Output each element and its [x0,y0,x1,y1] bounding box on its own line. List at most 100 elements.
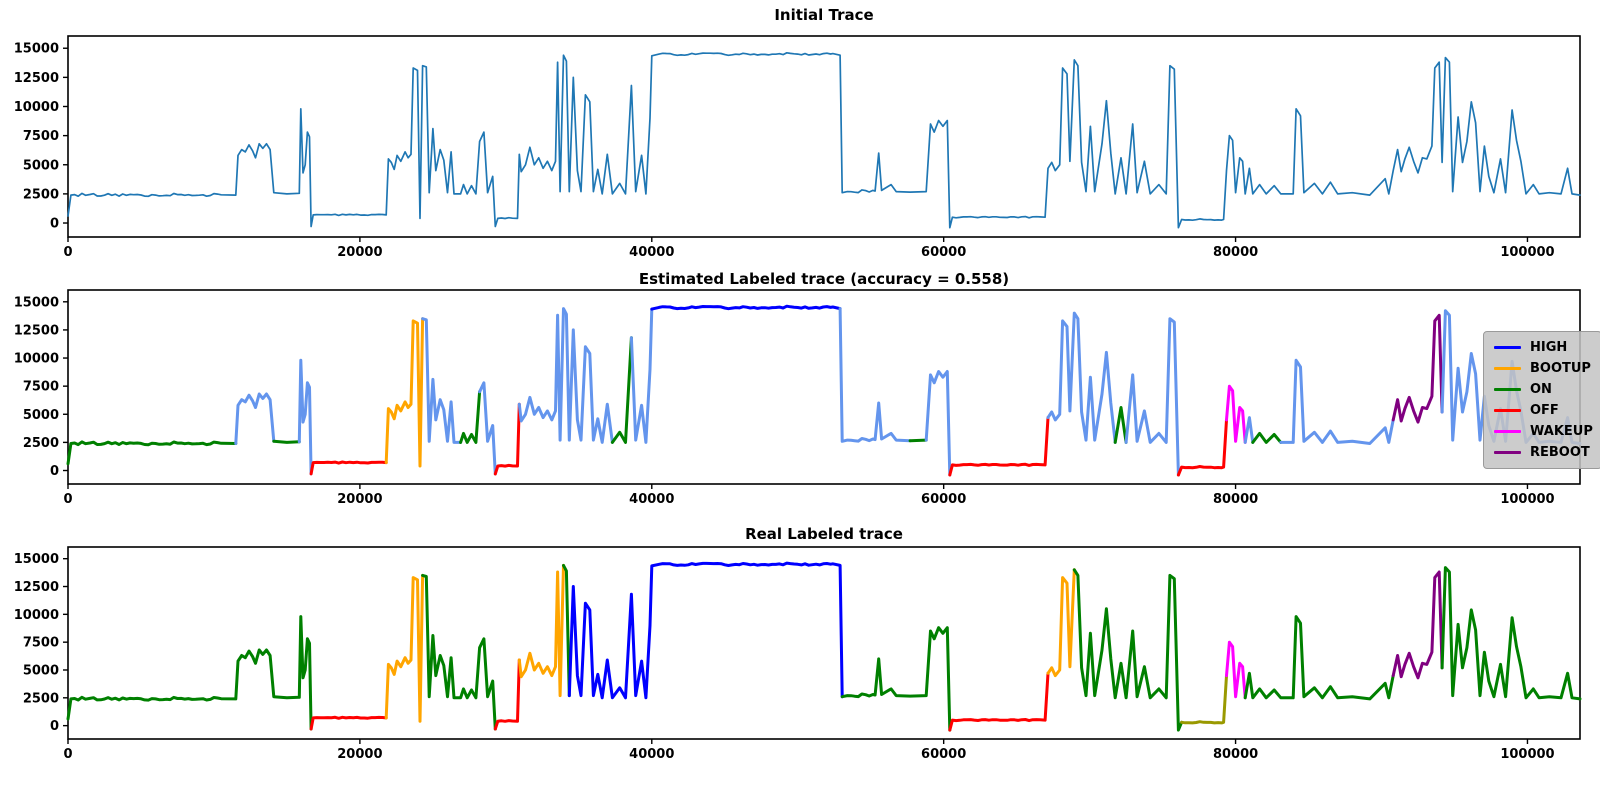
trace-segment-unknown [1243,416,1255,444]
trace-segment-unknown [838,307,912,443]
y-tick-label: 10000 [14,608,59,623]
x-tick-label: 100000 [1500,747,1554,762]
y-tick-label: 7500 [23,380,59,395]
trace-segment-on [840,626,952,732]
x-tick-label: 40000 [629,492,674,507]
y-tick-label: 0 [50,217,59,232]
legend-label: BOOTUP [1530,361,1591,376]
y-tick-label: 0 [50,719,59,734]
y-tick-label: 15000 [14,42,59,57]
trace-segment-unknown [1279,358,1395,445]
x-tick-label: 60000 [921,492,966,507]
trace-segment-off [493,402,521,476]
y-tick-label: 5000 [23,158,59,173]
trace-segment-off [493,658,521,731]
legend-label: REBOOT [1530,445,1590,460]
legend-item-bootup: BOOTUP [1494,360,1591,377]
trace-segment-wakeup [1225,384,1247,444]
trace-segment-unknown [924,370,952,477]
chart-title-real-labeled-trace: Real Labeled trace [745,525,903,543]
trace-segment-on [421,573,497,731]
trace-segment-unknown [421,317,463,444]
x-tick-label: 80000 [1213,747,1258,762]
trace-segment-on [1243,615,1395,701]
y-tick-label: 12500 [14,71,59,86]
legend-item-reboot: REBOOT [1494,444,1591,461]
trace-segment-unknown [629,307,654,444]
legend-swatch-off [1494,409,1521,412]
trace-segment-bootup [384,573,425,723]
y-tick-label: 10000 [14,352,59,367]
trace-segment-off [309,460,388,476]
x-tick-label: 40000 [629,747,674,762]
plot-spines [67,35,1581,238]
trace-segment-reboot [1391,313,1444,424]
y-tick-label: 15000 [14,295,59,310]
x-tick-label: 40000 [629,245,674,260]
x-tick-label: 80000 [1213,245,1258,260]
trace-segment-bootup [384,317,425,468]
trace-segment-unknown [1124,317,1180,477]
trace-segment-on [610,336,633,444]
trace-segment-on [562,563,571,698]
x-tick-label: 60000 [921,747,966,762]
x-tick-label: 0 [63,747,72,762]
plot-spines [67,546,1581,740]
chart-title-estimated-labeled-trace: Estimated Labeled trace (accuracy = 0.55… [638,270,1010,288]
trace-segment-unknown [234,392,276,445]
x-tick-label: 80000 [1213,492,1258,507]
real-labeled-trace-plot: 0 20000 40000 60000 80000 100000 0 2500 5000 7500… [14,546,1582,762]
legend-item-high: HIGH [1494,339,1591,356]
x-tick-label: 20000 [337,747,382,762]
chart-initial-trace: Initial Trace 0 20000 40000 60000 80000 10000… [0,0,1600,265]
plot-spines [67,289,1581,485]
trace-segment-trace [67,51,1581,229]
y-tick-label: 15000 [14,552,59,567]
trace-segment-wakeup [1225,640,1247,700]
legend-swatch-bootup [1494,367,1521,370]
x-tick-label: 60000 [921,245,966,260]
x-tick-label: 20000 [337,245,382,260]
trace-segment-on [1440,566,1582,701]
legend-label: WAKEUP [1530,424,1593,439]
trace-segment-bootup [517,563,565,698]
legend-swatch-reboot [1494,451,1521,454]
legend-swatch-high [1494,346,1521,349]
y-tick-label: 2500 [23,187,59,202]
trace-segment-on [1072,568,1184,732]
legend-label: HIGH [1530,340,1568,355]
trace-segment-high [650,304,842,311]
trace-segment-bootup [1046,568,1076,678]
trace-segment-unknown [1046,311,1117,444]
legend-item-off: OFF [1494,402,1591,419]
y-tick-label: 0 [50,464,59,479]
legend-swatch-on [1494,388,1521,391]
trace-segment-off [948,671,1050,732]
trace-segment-on [66,440,238,466]
y-tick-label: 10000 [14,100,59,115]
trace-segment-reboot [1391,570,1444,680]
x-tick-label: 100000 [1500,492,1554,507]
estimated-labeled-trace-plot: 0 20000 40000 60000 80000 100000 0 2500 5000 7500… [14,289,1582,507]
trace-segment-unknown [517,307,614,444]
trace-segment-off [948,416,1050,477]
y-tick-label: 2500 [23,436,59,451]
y-tick-label: 12500 [14,323,59,338]
legend-label: ON [1530,382,1552,397]
trace-segment-off [1176,418,1228,477]
x-tick-label: 0 [63,245,72,260]
trace-segment-on [908,438,928,443]
y-tick-label: 7500 [23,636,59,651]
trace-segment-on [459,390,482,444]
x-tick-label: 100000 [1500,245,1554,260]
y-tick-label: 5000 [23,408,59,423]
chart-title-initial-trace: Initial Trace [774,6,874,24]
trace-segment-on [272,439,301,444]
trace-segment-on [1113,406,1128,444]
legend-item-on: ON [1494,381,1591,398]
chart-estimated-labeled-trace: Estimated Labeled trace (accuracy = 0.55… [0,265,1600,520]
x-tick-label: 20000 [337,492,382,507]
y-tick-label: 5000 [23,663,59,678]
chart-real-labeled-trace: Real Labeled trace 0 20000 40000 60000 80000… [0,520,1600,800]
